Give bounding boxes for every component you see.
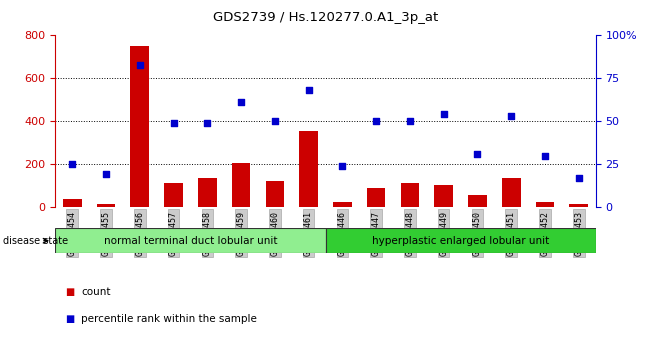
Text: GSM177455: GSM177455 <box>102 211 111 256</box>
Text: GSM177447: GSM177447 <box>372 211 381 256</box>
Point <box>236 99 246 105</box>
Text: ■: ■ <box>65 314 74 324</box>
Bar <box>63 199 81 207</box>
Text: GSM177456: GSM177456 <box>135 211 145 256</box>
Bar <box>55 228 325 253</box>
Bar <box>198 178 217 207</box>
Bar <box>97 204 115 207</box>
Text: percentile rank within the sample: percentile rank within the sample <box>81 314 257 324</box>
Text: GSM177448: GSM177448 <box>406 211 415 256</box>
Text: normal terminal duct lobular unit: normal terminal duct lobular unit <box>104 236 277 246</box>
Bar <box>367 188 385 207</box>
Point <box>405 118 415 124</box>
Text: hyperplastic enlarged lobular unit: hyperplastic enlarged lobular unit <box>372 236 549 246</box>
Point <box>270 118 280 124</box>
Bar <box>502 178 521 207</box>
Text: GSM177461: GSM177461 <box>304 211 313 256</box>
Text: GSM177452: GSM177452 <box>540 211 549 256</box>
Point <box>101 172 111 177</box>
Point <box>169 120 179 126</box>
Bar <box>434 184 453 207</box>
Point <box>506 113 516 119</box>
Point <box>303 87 314 93</box>
Bar <box>400 183 419 207</box>
Point <box>371 118 381 124</box>
Text: GDS2739 / Hs.120277.0.A1_3p_at: GDS2739 / Hs.120277.0.A1_3p_at <box>213 11 438 24</box>
Point <box>472 151 482 157</box>
Point <box>337 163 348 169</box>
Bar <box>266 181 284 207</box>
Point <box>202 120 212 126</box>
Point <box>67 161 77 167</box>
Text: GSM177453: GSM177453 <box>574 211 583 256</box>
Bar <box>333 202 352 207</box>
Point <box>439 112 449 117</box>
Bar <box>570 204 588 207</box>
Text: GSM177446: GSM177446 <box>338 211 347 256</box>
Text: GSM177459: GSM177459 <box>236 211 245 256</box>
Text: GSM177460: GSM177460 <box>270 211 279 256</box>
Text: ■: ■ <box>65 287 74 297</box>
Bar <box>232 163 251 207</box>
Text: GSM177449: GSM177449 <box>439 211 448 256</box>
Bar <box>164 183 183 207</box>
Bar <box>536 202 554 207</box>
Text: count: count <box>81 287 111 297</box>
Bar <box>130 46 149 207</box>
Text: GSM177451: GSM177451 <box>506 211 516 256</box>
Point <box>574 175 584 181</box>
Text: GSM177454: GSM177454 <box>68 211 77 256</box>
Text: GSM177458: GSM177458 <box>203 211 212 256</box>
Bar <box>326 228 596 253</box>
Bar <box>468 195 487 207</box>
Point <box>540 153 550 159</box>
Point <box>135 62 145 67</box>
Bar <box>299 131 318 207</box>
Text: disease state: disease state <box>3 236 68 246</box>
Text: GSM177450: GSM177450 <box>473 211 482 256</box>
Text: GSM177457: GSM177457 <box>169 211 178 256</box>
